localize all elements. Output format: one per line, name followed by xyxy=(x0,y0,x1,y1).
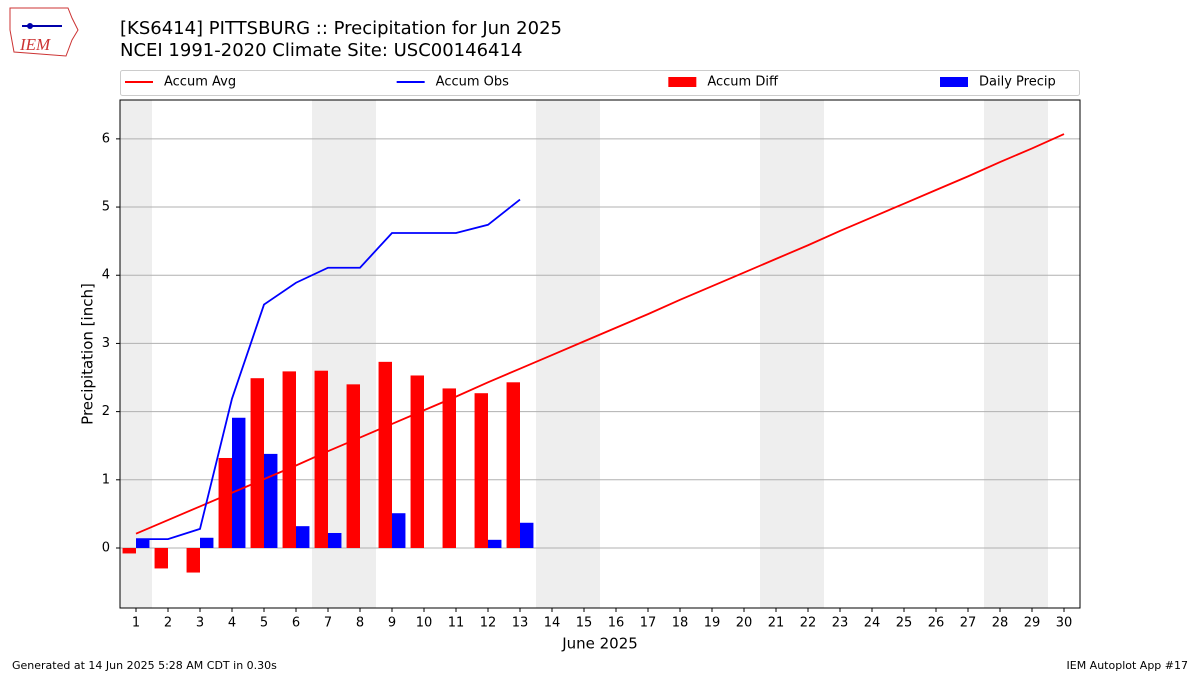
legend-label: Accum Avg xyxy=(164,75,236,90)
x-tick-label: 21 xyxy=(768,616,785,631)
bar xyxy=(154,547,168,569)
y-tick-label: 2 xyxy=(102,404,110,419)
bar xyxy=(520,522,534,548)
x-tick-label: 26 xyxy=(928,616,945,631)
bar xyxy=(328,532,342,548)
y-tick-label: 4 xyxy=(102,268,110,283)
bar xyxy=(218,457,232,548)
x-tick-label: 30 xyxy=(1056,616,1073,631)
legend-box xyxy=(120,70,1080,96)
line xyxy=(136,198,521,541)
x-tick-label: 29 xyxy=(1024,616,1041,631)
plot-frame xyxy=(119,99,1081,609)
bar xyxy=(474,393,488,548)
y-tick-label: 1 xyxy=(102,472,110,487)
bar xyxy=(314,370,328,548)
x-tick-label: 2 xyxy=(164,616,172,631)
x-tick-label: 9 xyxy=(388,616,396,631)
x-tick-label: 5 xyxy=(260,616,268,631)
legend-swatch xyxy=(668,77,697,87)
bar xyxy=(282,371,296,548)
x-tick-label: 11 xyxy=(448,616,465,631)
x-tick-label: 16 xyxy=(608,616,625,631)
bar xyxy=(232,417,246,548)
weekend-shade xyxy=(568,100,600,608)
x-tick-label: 24 xyxy=(864,616,881,631)
x-tick-label: 22 xyxy=(800,616,817,631)
bar xyxy=(442,388,456,548)
x-tick-label: 18 xyxy=(672,616,689,631)
weekend-shade xyxy=(760,100,792,608)
x-tick-label: 14 xyxy=(544,616,561,631)
x-tick-label: 19 xyxy=(704,616,721,631)
legend-label: Accum Diff xyxy=(707,75,779,90)
weekend-shade xyxy=(792,100,824,608)
bar xyxy=(136,539,150,548)
x-tick-label: 28 xyxy=(992,616,1009,631)
bar xyxy=(346,384,360,548)
bar xyxy=(488,539,502,548)
x-tick-label: 6 xyxy=(292,616,300,631)
bar xyxy=(296,526,310,548)
x-tick-label: 15 xyxy=(576,616,593,631)
bar xyxy=(392,513,406,548)
bar xyxy=(264,453,278,548)
bar xyxy=(122,547,136,554)
x-tick-label: 17 xyxy=(640,616,657,631)
logo: IEM xyxy=(9,7,79,57)
x-axis-label: June 2025 xyxy=(561,635,638,653)
y-tick-label: 3 xyxy=(102,336,110,351)
bar xyxy=(186,547,200,573)
y-axis-label: Precipitation [inch] xyxy=(79,283,97,425)
bar xyxy=(200,537,214,548)
x-tick-label: 1 xyxy=(132,616,140,631)
x-tick-label: 27 xyxy=(960,616,977,631)
footer-left: Generated at 14 Jun 2025 5:28 AM CDT in … xyxy=(12,659,277,672)
x-tick-label: 4 xyxy=(228,616,236,631)
y-tick-label: 5 xyxy=(102,200,110,215)
legend-label: Accum Obs xyxy=(436,75,509,90)
line xyxy=(135,133,1065,535)
x-tick-label: 13 xyxy=(512,616,529,631)
weekend-shade xyxy=(1016,100,1048,608)
x-tick-label: 20 xyxy=(736,616,753,631)
x-tick-label: 25 xyxy=(896,616,913,631)
x-tick-label: 8 xyxy=(356,616,364,631)
y-tick-label: 6 xyxy=(102,131,110,146)
bar xyxy=(250,378,264,548)
x-tick-label: 23 xyxy=(832,616,849,631)
legend-swatch xyxy=(940,77,968,87)
chart-title: [KS6414] PITTSBURG :: Precipitation for … xyxy=(120,18,562,39)
footer-right: IEM Autoplot App #17 xyxy=(1067,659,1189,672)
logo-text: IEM xyxy=(19,35,51,54)
weekend-shade xyxy=(984,100,1016,608)
weekend-shade xyxy=(536,100,568,608)
legend-label: Daily Precip xyxy=(979,75,1056,90)
bar xyxy=(378,361,392,548)
bar xyxy=(506,382,520,548)
y-tick-label: 0 xyxy=(102,540,110,555)
x-tick-label: 12 xyxy=(480,616,497,631)
bar xyxy=(410,375,424,548)
weekend-shade xyxy=(120,100,152,608)
x-tick-label: 10 xyxy=(416,616,433,631)
x-tick-label: 7 xyxy=(324,616,332,631)
x-tick-label: 3 xyxy=(196,616,204,631)
chart-subtitle: NCEI 1991-2020 Climate Site: USC00146414 xyxy=(120,40,522,61)
